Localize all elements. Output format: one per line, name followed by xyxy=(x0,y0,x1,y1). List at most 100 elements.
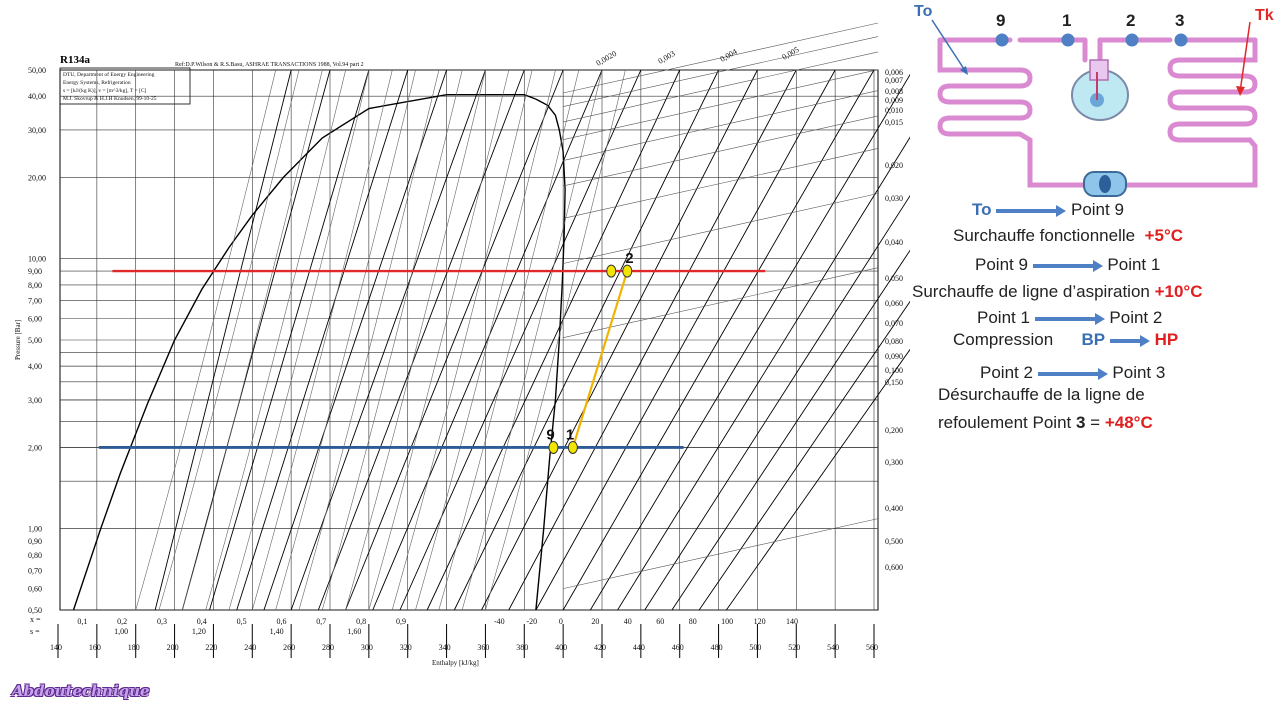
isentrope-line xyxy=(453,69,719,611)
y-axis-label: Pressure [Bar] xyxy=(14,320,22,360)
isotherm-vapor-line xyxy=(563,36,879,107)
volume-tick-label: 0,020 xyxy=(885,161,903,170)
volume-tick-label: 0,300 xyxy=(885,458,903,467)
node-1 xyxy=(1061,33,1075,47)
enthalpy-tick-label: 440 xyxy=(633,643,645,652)
node-3 xyxy=(1174,33,1188,47)
enthalpy-tick-label: 140 xyxy=(50,643,62,652)
axis-labels: 50,00 40,00 30,00 20,00 10,00 9,00 8,00 7,00 6,0… xyxy=(28,45,903,658)
temperature-tick-label: 40 xyxy=(624,617,632,626)
node-label-2: 2 xyxy=(1126,11,1135,30)
quality-tick-label: 0,2 xyxy=(117,617,127,626)
isentrope-line xyxy=(535,69,836,611)
isotherm-vapor-line xyxy=(563,22,879,94)
quality-tick-label: 0,1 xyxy=(77,617,87,626)
isotherm-vapor-line xyxy=(563,193,879,264)
legend-line: DTU, Department of Energy Engineering xyxy=(63,71,155,78)
volume-tick-label: 0,600 xyxy=(885,563,903,572)
pressure-tick-label: 6,00 xyxy=(28,315,42,324)
isentrope-line xyxy=(236,69,409,611)
isotherm-vapor-line xyxy=(563,267,879,338)
enthalpy-tick-label: 280 xyxy=(322,643,334,652)
isentrope-line xyxy=(725,348,910,611)
isentrope-line xyxy=(372,69,603,611)
chart-curves xyxy=(72,22,910,611)
enthalpy-tick-label: 400 xyxy=(555,643,567,652)
state-point-1 xyxy=(567,440,578,454)
volume-tick-label: 0,006 xyxy=(885,68,903,77)
isochore-line xyxy=(182,69,323,611)
volume-tick-label: 0,009 xyxy=(885,96,903,105)
quality-tick-label: 0,5 xyxy=(237,617,247,626)
volume-tick-label: 0,080 xyxy=(885,337,903,346)
isochore-line xyxy=(228,69,370,611)
volume-tick-label: 0,150 xyxy=(885,378,903,387)
x-row-label: x = xyxy=(30,615,41,624)
isochore-line xyxy=(251,69,393,611)
isentrope-line xyxy=(481,69,758,611)
chart-grid xyxy=(59,69,879,611)
volume-tick-label: 0,100 xyxy=(885,366,903,375)
volume-tick-label: 0,040 xyxy=(885,238,903,247)
state-point-label-2: 2 xyxy=(625,250,633,267)
isentrope-line xyxy=(209,69,370,611)
isentrope-line xyxy=(644,194,910,611)
temperature-tick-label: -40 xyxy=(494,617,505,626)
volume-tick-label: 0,015 xyxy=(885,118,903,127)
isochore-line xyxy=(415,69,556,611)
isentrope-line xyxy=(617,136,910,611)
isentrope-line xyxy=(562,69,875,611)
to-pointer xyxy=(931,19,967,73)
pressure-tick-label: 50,00 xyxy=(28,66,46,75)
pressure-tick-label: 20,00 xyxy=(28,173,46,182)
isochore-line xyxy=(345,69,486,611)
entropy-tick-label: 1,40 xyxy=(270,627,284,636)
compression-line xyxy=(571,270,629,448)
chart-background xyxy=(0,0,910,720)
enthalpy-tick-label: 560 xyxy=(866,643,878,652)
pressure-tick-label: 0,50 xyxy=(28,606,42,615)
isotherm-vapor-line xyxy=(563,69,879,140)
circuit-pipes xyxy=(937,37,1258,188)
volume-tick-label: 0,008 xyxy=(885,87,903,96)
annotation-desurchauffe-1: Désurchauffe de la ligne de xyxy=(938,385,1145,404)
arrow-right-icon xyxy=(1109,334,1150,347)
annotation-p9-p1: Point 9 Point 1 xyxy=(975,255,1161,274)
entropy-tick-label: 1,00 xyxy=(114,627,128,636)
pressure-tick-label: 4,00 xyxy=(28,362,42,371)
pressure-tick-label: 1,00 xyxy=(28,525,42,534)
volume-tick-label: 0,030 xyxy=(885,194,903,203)
enthalpy-tick-label: 160 xyxy=(89,643,101,652)
node-label-1: 1 xyxy=(1062,11,1071,30)
legend-line: M.J. Skovrup & H.J.H Knudsen, 99-10-25 xyxy=(63,96,157,102)
isentrope-line xyxy=(181,69,331,611)
annotation-p1-p2: Point 1 Point 2 xyxy=(977,308,1163,327)
pressure-tick-label: 5,00 xyxy=(28,336,42,345)
isochore-line xyxy=(135,69,277,611)
enthalpy-tick-label: 320 xyxy=(400,643,412,652)
chart-title: R134a xyxy=(60,54,90,66)
receiver-icon xyxy=(1083,171,1127,197)
enthalpy-tick-label: 540 xyxy=(827,643,839,652)
arrow-right-icon xyxy=(1037,367,1108,380)
isochore-line xyxy=(485,69,626,611)
pressure-tick-label: 0,80 xyxy=(28,551,42,560)
volume-tick-label: 0,007 xyxy=(885,76,903,85)
isentrope-line xyxy=(589,73,910,611)
isentrope-line xyxy=(317,69,525,611)
ph-diagram: R134a Ref:D.P.Wilson & R.S.Basu, ASHRAE … xyxy=(0,0,910,720)
s-row-label: s = xyxy=(30,627,40,636)
pressure-tick-label: 0,60 xyxy=(28,585,42,594)
entropy-tick-label: 1,60 xyxy=(347,627,361,636)
arrow-right-icon xyxy=(1034,312,1105,325)
temperature-tick-label: 20 xyxy=(591,617,599,626)
isochore-line xyxy=(275,69,416,611)
volume-tick-label: 0,010 xyxy=(885,106,903,115)
pressure-tick-label: 3,00 xyxy=(28,396,42,405)
annotation-surchauffe: Surchauffe fonctionnelle +5°C xyxy=(953,226,1184,245)
node-label-3: 3 xyxy=(1175,11,1184,30)
enthalpy-tick-label: 360 xyxy=(477,643,489,652)
state-point-label-9: 9 xyxy=(546,426,554,443)
pressure-tick-label: 2,00 xyxy=(28,443,42,452)
annotation-p2-p3: Point 2 Point 3 xyxy=(980,363,1166,382)
